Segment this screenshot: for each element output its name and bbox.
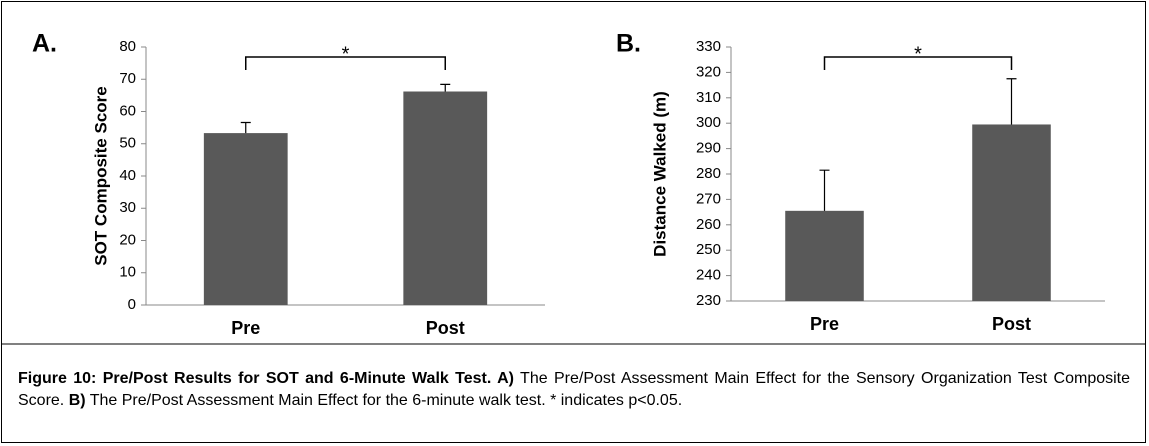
caption-text: Figure 10: Pre/Post Results for SOT and … [18,370,514,387]
y-axis-label: Distance Walked (m) [650,91,669,257]
y-tick-label: 10 [119,264,136,281]
y-tick-label: 300 [696,114,721,131]
y-tick-label: 260 [696,216,721,233]
y-tick-label: 40 [119,167,136,184]
significance-label: * [914,43,922,65]
y-tick-label: 290 [696,140,721,157]
caption-text: B) [68,392,86,409]
bar [972,124,1051,301]
x-tick-label: Pre [231,318,260,338]
bar [785,210,864,301]
x-tick-label: Post [426,318,465,338]
panel-label: B. [616,30,641,58]
error-bar [819,169,830,211]
caption-text: The Pre/Post Assessment Main Effect for … [18,370,1135,409]
error-bar [240,121,251,134]
panel-label: A. [32,30,57,58]
y-tick-label: 60 [119,102,136,119]
error-bar [440,83,451,92]
y-tick-label: 270 [696,190,721,207]
bar [203,133,288,305]
y-tick-label: 30 [119,199,136,216]
y-tick-label: 240 [696,267,721,284]
caption: Figure 10: Pre/Post Results for SOT and … [18,368,1130,412]
y-tick-label: 80 [119,38,136,55]
y-tick-label: 310 [696,89,721,106]
y-tick-label: 0 [128,296,136,313]
y-tick-label: 320 [696,63,721,80]
y-tick-label: 250 [696,241,721,258]
y-tick-label: 230 [696,292,721,309]
significance-label: * [342,43,350,65]
significance-bracket [245,56,446,70]
x-tick-label: Post [992,314,1031,334]
y-axis-label: SOT Composite Score [91,86,110,265]
y-tick-label: 330 [696,38,721,55]
significance-bracket [823,56,1013,70]
error-bar [1006,78,1017,125]
y-tick-label: 20 [119,231,136,248]
y-tick-label: 50 [119,135,136,152]
bar [403,91,488,305]
caption-text: The Pre/Post Assessment Main Effect for … [85,392,683,409]
x-tick-label: Pre [810,314,839,334]
y-tick-label: 70 [119,70,136,87]
y-tick-label: 280 [696,165,721,182]
